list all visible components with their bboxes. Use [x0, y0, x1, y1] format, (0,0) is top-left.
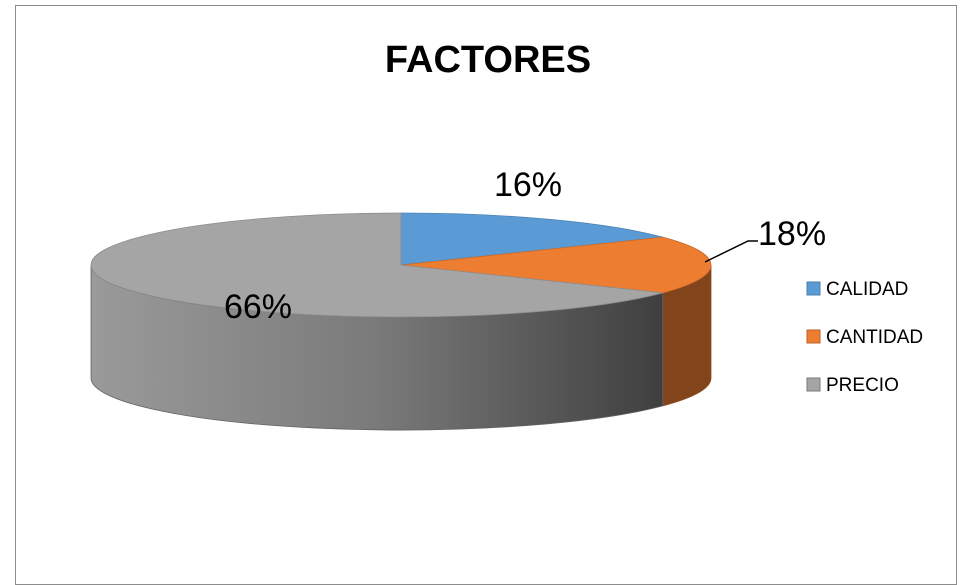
data-label-cantidad: 18%: [758, 215, 826, 253]
legend-swatch-precio: [806, 377, 821, 392]
pie-group: [90, 212, 712, 431]
pie-slice-cantidad: [400, 236, 712, 294]
data-label-calidad: 16%: [494, 166, 562, 204]
leader-line-cantidad: [704, 240, 758, 263]
legend: CALIDAD CANTIDAD PRECIO: [806, 279, 923, 396]
legend-swatch-calidad: [806, 281, 821, 296]
legend-swatch-cantidad: [806, 329, 821, 344]
pie-slice-calidad: [400, 212, 663, 266]
legend-label-calidad: CALIDAD: [826, 279, 908, 300]
legend-label-cantidad: CANTIDAD: [826, 327, 923, 348]
data-label-precio: 66%: [224, 288, 292, 326]
pie-slice-precio: [90, 212, 663, 318]
legend-label-precio: PRECIO: [826, 375, 899, 396]
chart-title: FACTORES: [385, 39, 591, 81]
